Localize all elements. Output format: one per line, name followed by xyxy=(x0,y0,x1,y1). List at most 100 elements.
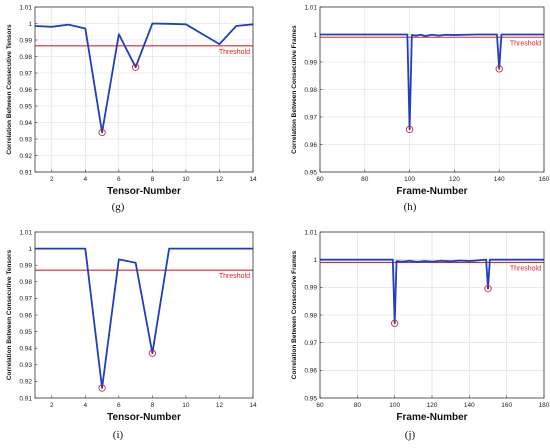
minimum-marker xyxy=(131,63,140,71)
minimum-marker xyxy=(148,349,157,357)
x-tick-label: 8 xyxy=(151,176,155,183)
y-tick-label: 0.93 xyxy=(19,362,32,369)
x-tick-label: 8 xyxy=(151,402,155,409)
x-tick-label: 120 xyxy=(427,402,438,409)
x-tick-label: 10 xyxy=(182,176,190,183)
y-tick-label: 1 xyxy=(313,257,317,264)
y-tick-label: 0.91 xyxy=(19,169,32,176)
y-tick-label: 1.01 xyxy=(19,4,32,11)
x-tick-label: 12 xyxy=(216,402,224,409)
chart-panel-4: 60 80 100 120 140 160 180 0.95 0.96 0.97 0.98 0.99 1… xyxy=(291,229,550,441)
threshold-label: Threshold xyxy=(219,273,250,280)
x-tick-label: 12 xyxy=(216,176,224,183)
series-line xyxy=(35,247,253,389)
y-axis-label: Correlation Between Consecutive Tensors xyxy=(6,24,13,155)
y-tick-label: 1 xyxy=(28,246,32,253)
series-line xyxy=(320,33,544,131)
threshold-label: Threshold xyxy=(510,265,541,272)
y-tick-label: 0.96 xyxy=(304,142,317,149)
y-tick-label: 1.01 xyxy=(304,229,317,236)
axes-frame xyxy=(34,6,254,173)
x-tick-label: 6 xyxy=(117,402,121,409)
y-tick-label: 1 xyxy=(28,21,32,28)
axes-frame xyxy=(34,231,254,399)
y-tick-label: 0.96 xyxy=(19,312,32,319)
y-tick-label: 0.95 xyxy=(19,103,32,110)
x-tick-label: 100 xyxy=(389,402,400,409)
panel-label: (j) xyxy=(405,429,416,441)
threshold-label: Threshold xyxy=(219,49,250,56)
x-tick-label: 120 xyxy=(449,176,460,183)
panel-label: (h) xyxy=(404,201,417,213)
x-axis-label: Frame-Number xyxy=(396,412,467,423)
x-tick-label: 60 xyxy=(316,402,324,409)
y-axis-label: Correlation Between Consecutive Frames xyxy=(291,250,298,379)
chart-panel-1: 2 4 6 8 10 12 14 0.91 0.92 0.93 0.94 0.95 0.96 0.97 0.… xyxy=(6,4,257,213)
y-tick-label: 0.97 xyxy=(19,70,32,77)
y-tick-label: 0.95 xyxy=(304,395,317,402)
y-tick-label: 0.92 xyxy=(19,153,32,160)
panel-label: (i) xyxy=(113,429,124,441)
x-tick-label: 140 xyxy=(464,402,475,409)
y-axis-label: Correlation Between Consecutive Frames xyxy=(291,25,298,154)
y-tick-label: 0.93 xyxy=(19,136,32,143)
y-tick-label: 0.95 xyxy=(19,329,32,336)
x-tick-label: 180 xyxy=(539,402,550,409)
y-tick-label: 0.98 xyxy=(19,279,32,286)
threshold-label: Threshold xyxy=(510,40,541,47)
y-tick-label: 1.01 xyxy=(19,229,32,236)
series-line xyxy=(34,22,254,134)
y-tick-label: 0.94 xyxy=(19,346,32,353)
y-tick-label: 0.92 xyxy=(19,379,32,386)
x-tick-label: 2 xyxy=(50,176,54,183)
y-axis-label: Correlation Between Consecutive Tensors xyxy=(6,249,13,380)
y-tick-label: 0.97 xyxy=(304,340,317,347)
x-tick-label: 100 xyxy=(404,176,415,183)
panel-label: (g) xyxy=(112,201,125,213)
y-tick-label: 0.99 xyxy=(304,59,317,66)
x-tick-label: 14 xyxy=(249,176,257,183)
axes-frame xyxy=(319,6,545,173)
x-tick-label: 2 xyxy=(50,402,54,409)
x-tick-label: 140 xyxy=(494,176,505,183)
y-tick-label: 0.97 xyxy=(304,114,317,121)
chart-panel-2: 60 80 100 120 140 160 0.95 0.96 0.97 0.98 0.99 1 1.0… xyxy=(291,4,550,213)
y-tick-label: 0.91 xyxy=(19,395,32,402)
x-axis-label: Frame-Number xyxy=(396,186,467,197)
x-tick-label: 10 xyxy=(182,402,190,409)
minimum-marker xyxy=(98,128,106,137)
x-tick-label: 60 xyxy=(316,176,324,183)
y-tick-label: 0.99 xyxy=(304,285,317,292)
plot-area xyxy=(35,232,253,398)
y-tick-label: 0.96 xyxy=(304,368,317,375)
x-axis-label: Tensor-Number xyxy=(107,412,181,423)
x-tick-label: 80 xyxy=(354,402,362,409)
x-tick-label: 160 xyxy=(501,402,512,409)
x-tick-label: 14 xyxy=(249,402,257,409)
x-tick-label: 4 xyxy=(83,402,87,409)
x-tick-label: 160 xyxy=(539,176,550,183)
x-axis-label: Tensor-Number xyxy=(107,186,181,197)
y-tick-label: 0.97 xyxy=(19,296,32,303)
minimum-marker xyxy=(484,285,492,293)
y-tick-label: 0.95 xyxy=(304,169,317,176)
y-tick-label: 0.96 xyxy=(19,87,32,94)
chart-panel-3: 2 4 6 8 10 12 14 0.91 0.92 0.93 0.94 0.95 0.96 0.97 0.… xyxy=(6,229,257,441)
minimum-marker xyxy=(391,319,399,327)
x-tick-label: 80 xyxy=(361,176,369,183)
y-tick-label: 0.98 xyxy=(304,87,317,94)
y-tick-label: 1 xyxy=(313,32,317,39)
minimum-marker xyxy=(405,125,414,134)
series-line xyxy=(320,258,544,325)
y-tick-label: 0.98 xyxy=(19,54,32,61)
axes-frame xyxy=(319,231,545,399)
x-tick-label: 4 xyxy=(83,176,87,183)
y-tick-label: 0.99 xyxy=(19,37,32,44)
y-tick-label: 0.98 xyxy=(304,312,317,319)
y-tick-label: 0.94 xyxy=(19,120,32,127)
minimum-marker xyxy=(495,65,503,73)
minimum-marker xyxy=(98,384,106,392)
y-tick-label: 0.99 xyxy=(19,263,32,270)
y-tick-label: 1.01 xyxy=(304,4,317,11)
